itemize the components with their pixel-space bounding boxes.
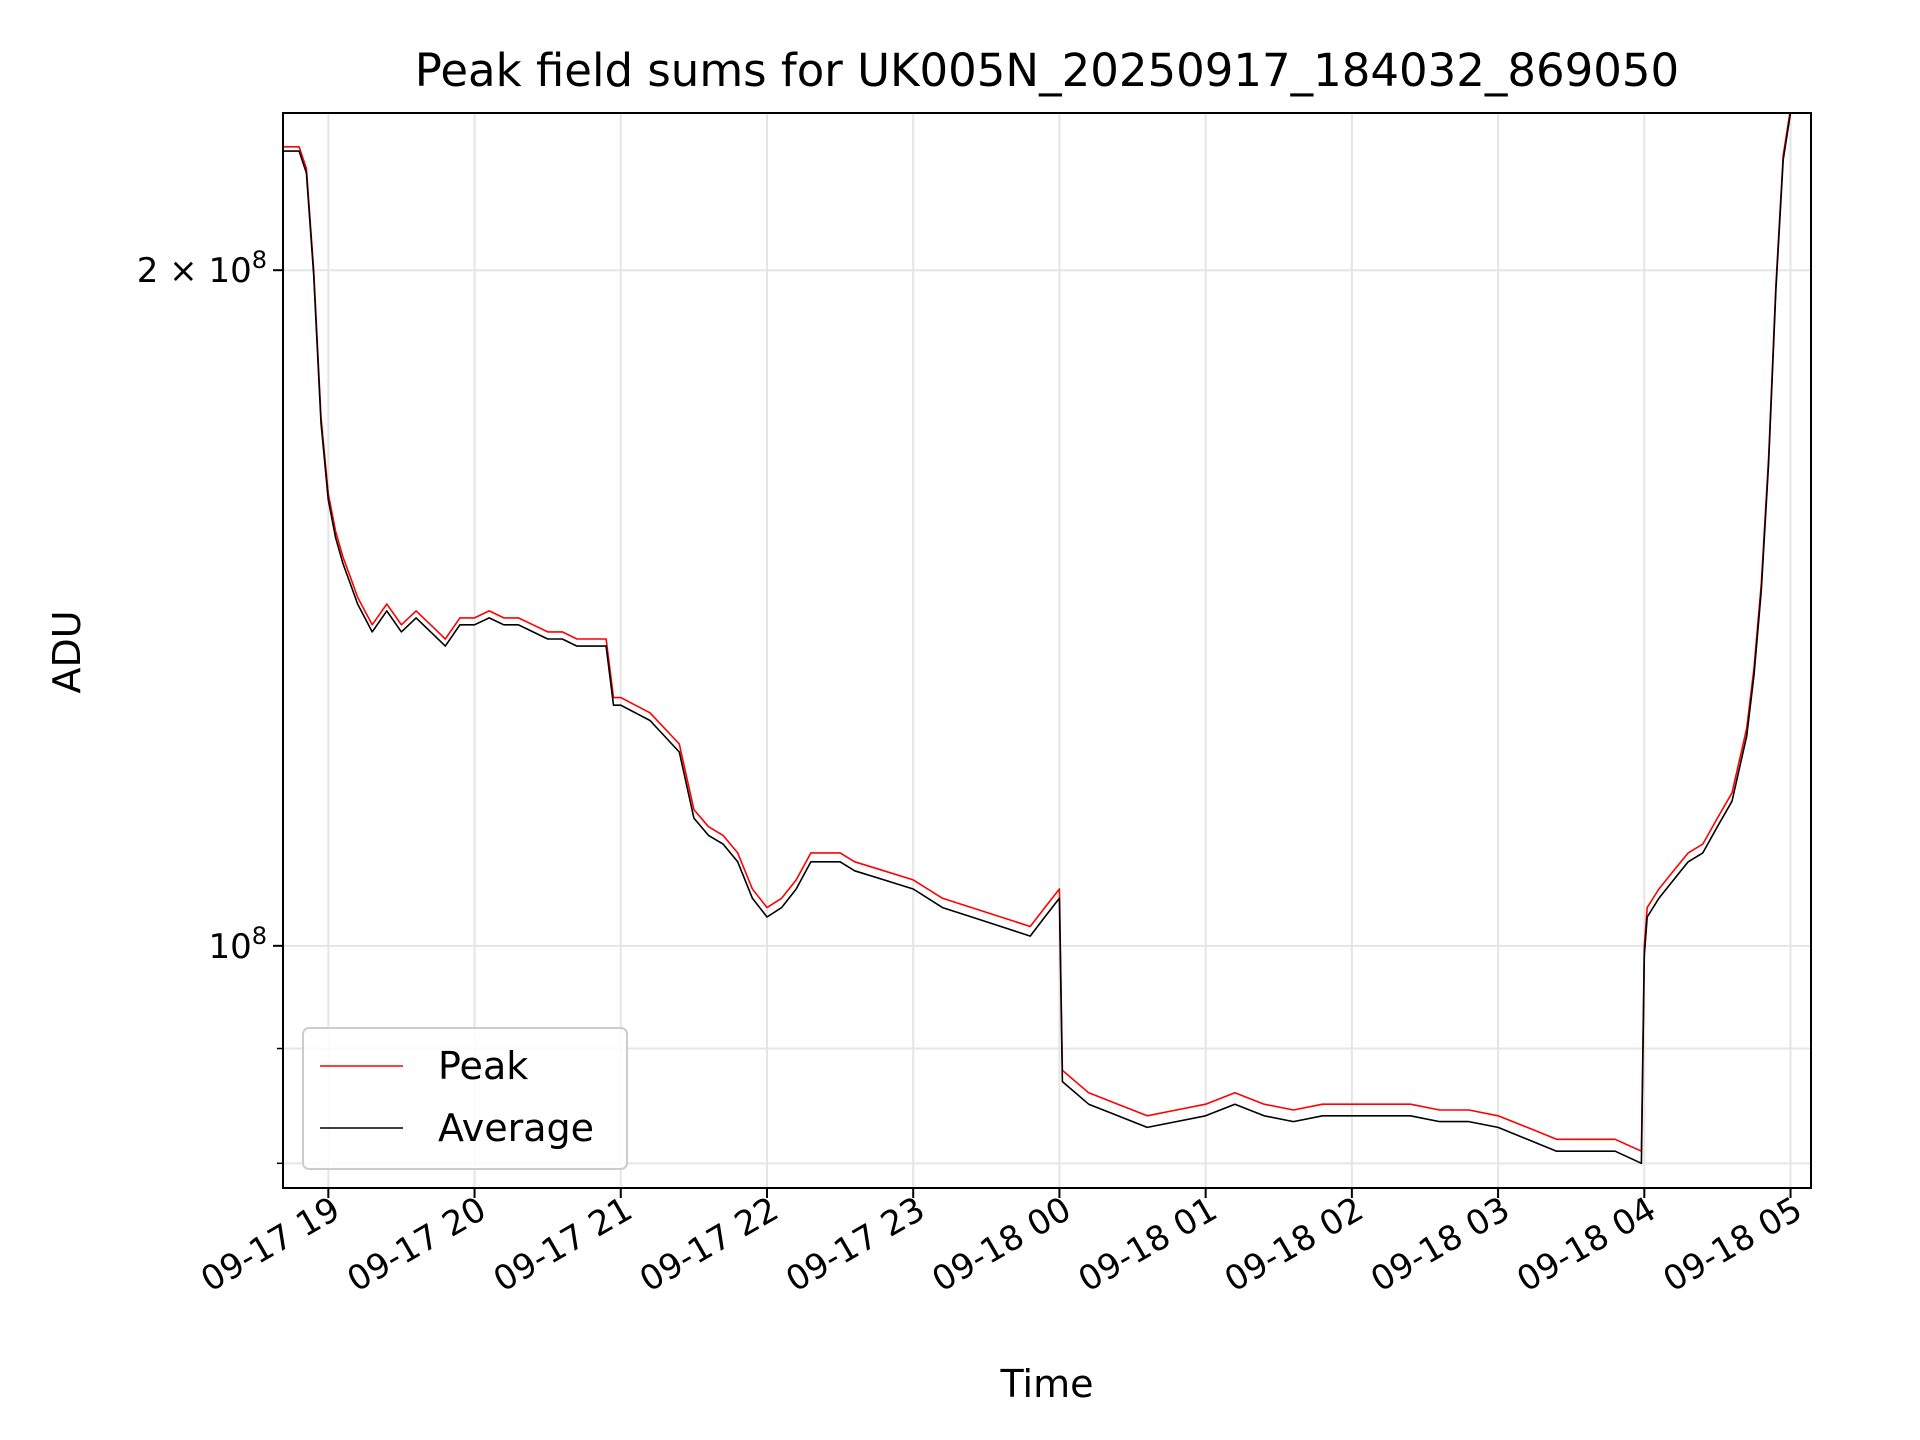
x-axis-label: Time [1000,1362,1094,1406]
y-tick-label: 2 × 108 [137,246,267,291]
plot-series [283,113,1792,1165]
legend-average-label: Average [438,1106,594,1150]
legend-peak-label: Peak [438,1044,528,1088]
y-axis-label: ADU [45,610,89,693]
series-line-average [283,113,1792,1165]
plot-frame [282,112,1812,1189]
chart-title: Peak field sums for UK005N_20250917_1840… [415,44,1679,97]
legend: Peak Average [302,1027,628,1170]
legend-box [302,1027,628,1170]
y-tick-label: 108 [208,922,267,967]
